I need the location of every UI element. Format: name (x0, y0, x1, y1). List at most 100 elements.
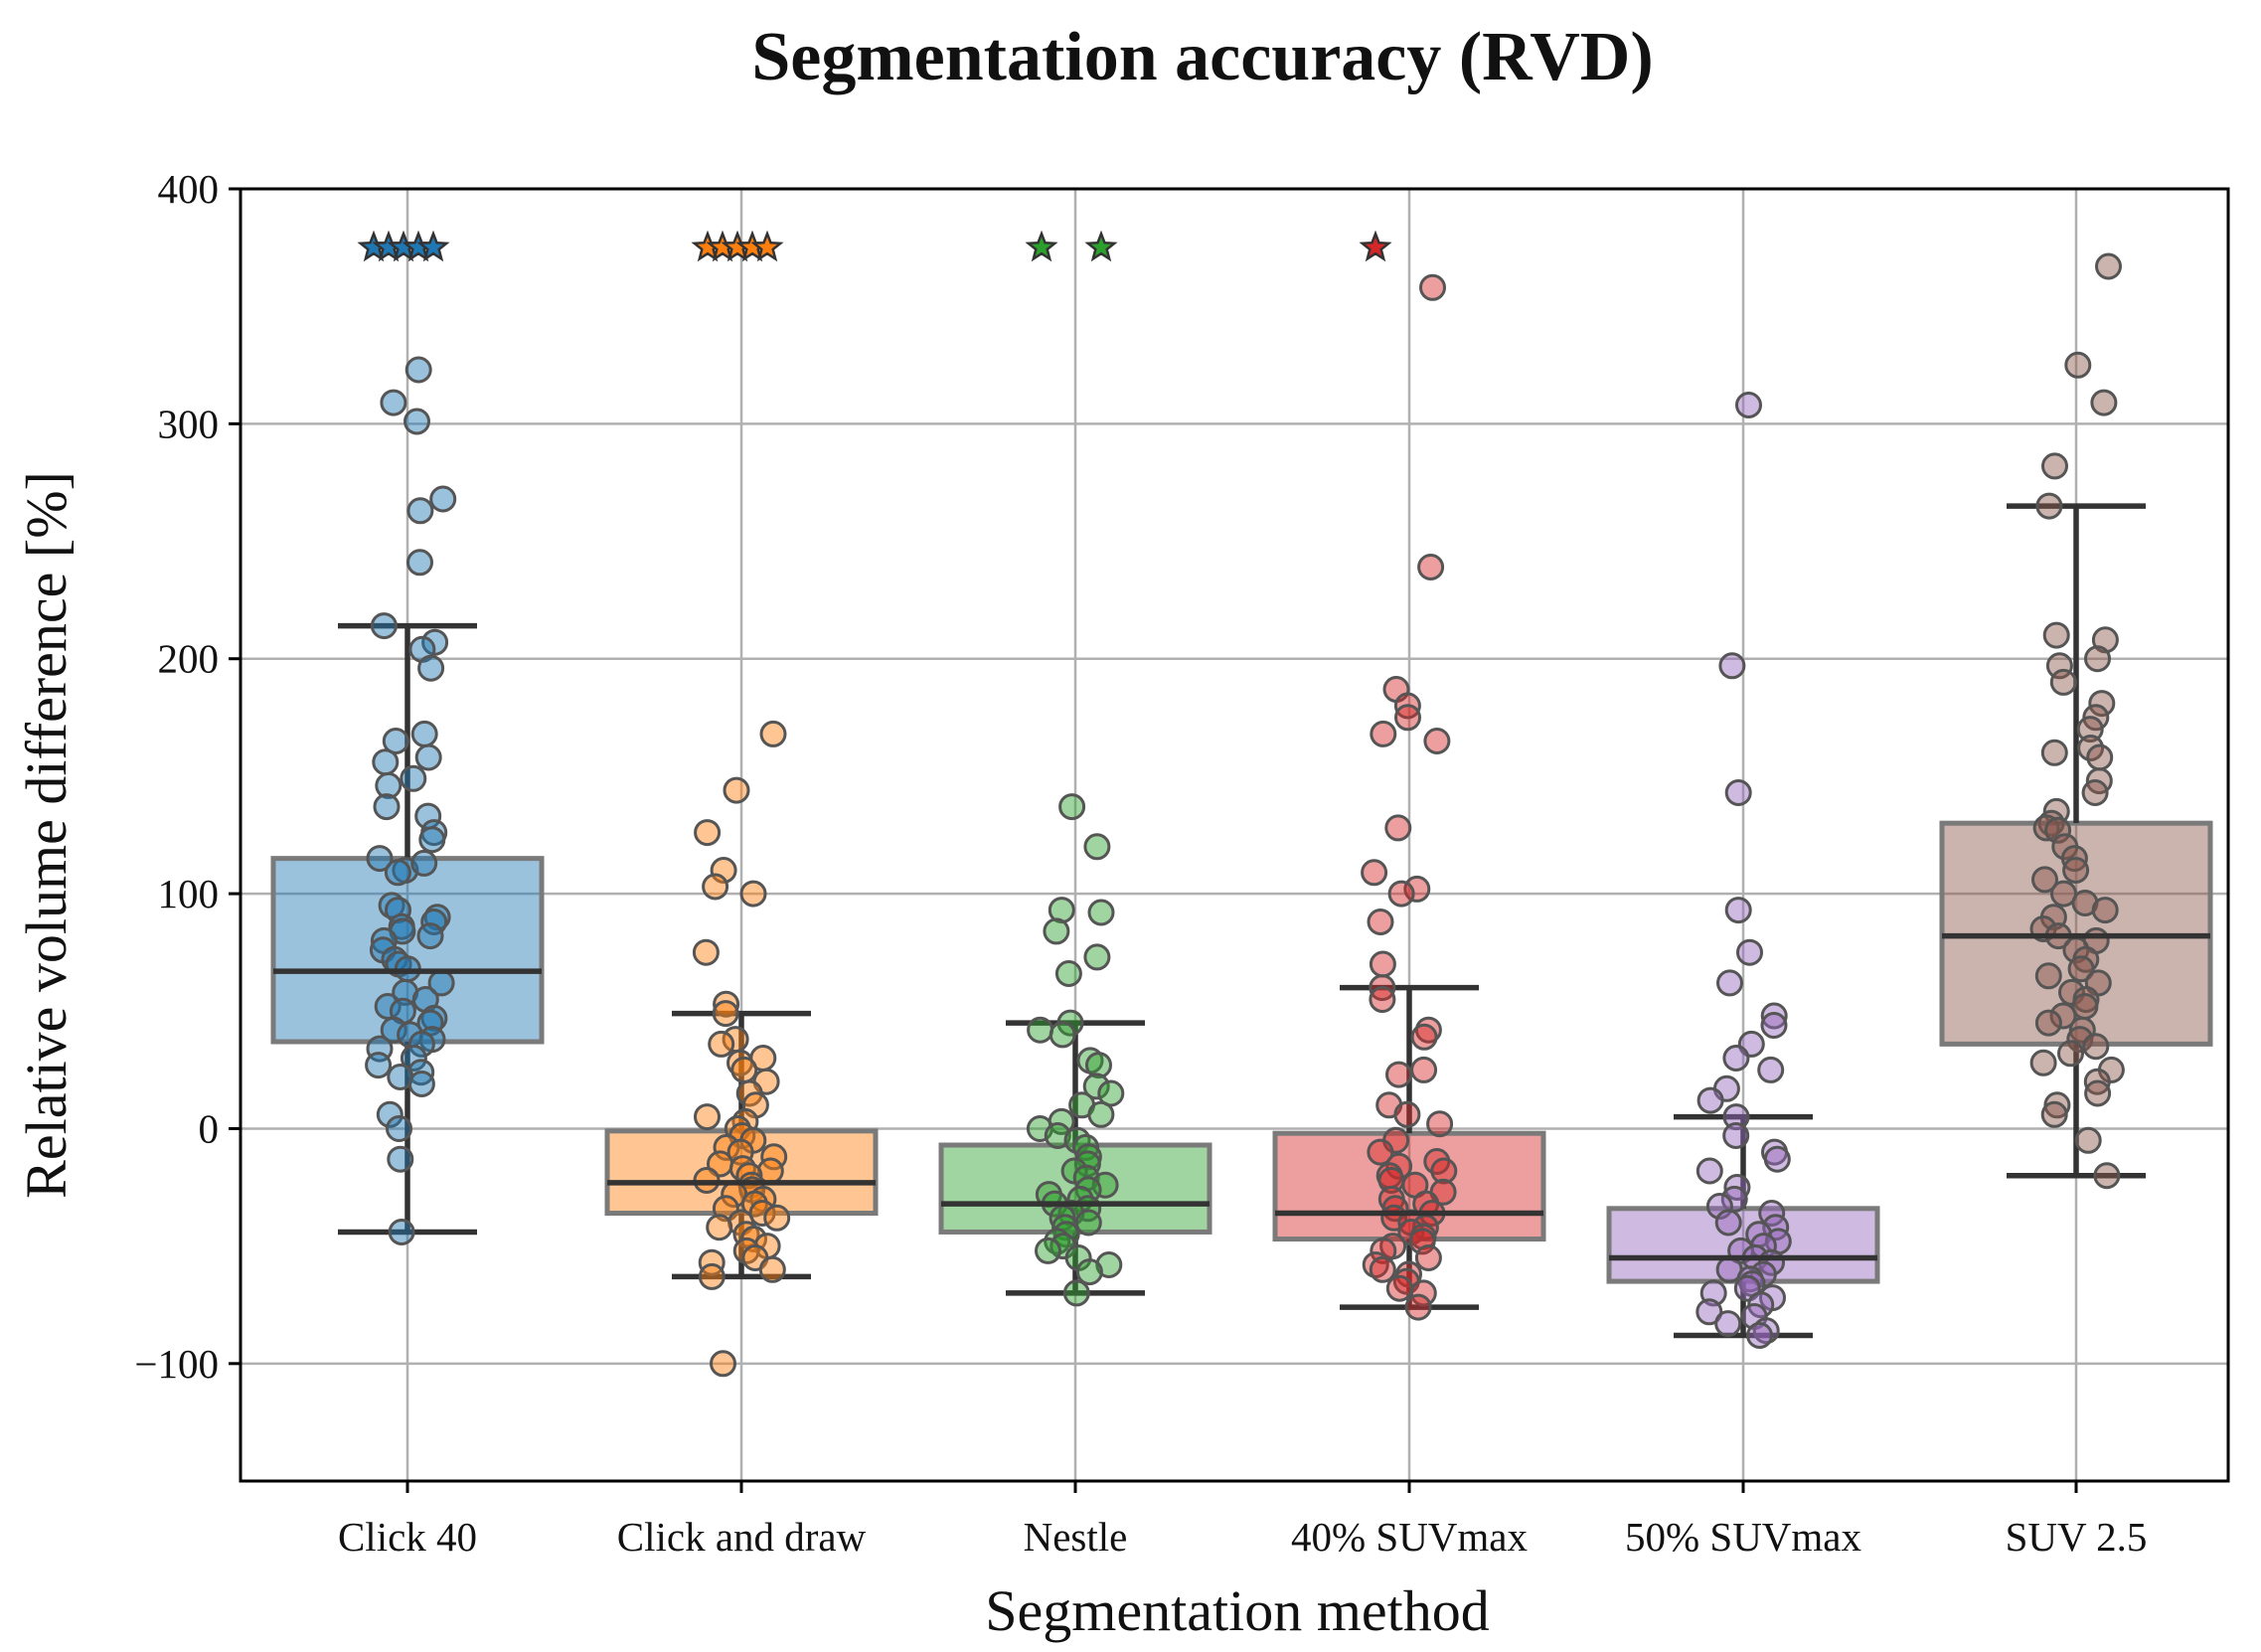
data-point (1696, 1298, 1723, 1326)
data-point (1722, 1122, 1750, 1149)
data-point (1087, 899, 1115, 926)
data-point (1722, 1045, 1750, 1072)
y-tick-label: 300 (158, 401, 220, 446)
data-point (698, 1248, 726, 1276)
series-40-suvmax (1272, 230, 1546, 1321)
data-point (365, 1052, 393, 1079)
data-point (380, 389, 407, 416)
y-tick-label: 0 (199, 1105, 220, 1151)
x-tick-label: 50% SUVmax (1625, 1514, 1861, 1560)
data-point (1760, 1002, 1788, 1030)
data-point (373, 793, 401, 821)
data-point (2040, 1100, 2068, 1128)
data-point (1367, 1138, 1394, 1166)
data-point (406, 497, 434, 525)
data-point (1746, 1322, 1773, 1349)
series-click-and-draw (604, 230, 879, 1378)
series-click-40 (270, 230, 545, 1245)
data-point (1043, 917, 1070, 945)
data-point (2067, 955, 2095, 983)
data-point (414, 743, 442, 771)
data-point (1367, 909, 1394, 935)
data-point (1426, 1110, 1454, 1138)
data-point (2076, 716, 2104, 743)
x-tick-label: Click and draw (617, 1514, 867, 1560)
data-point (382, 728, 409, 754)
data-point (1087, 1100, 1115, 1128)
off-scale-star-marker (750, 230, 784, 262)
y-axis-label: Relative volume difference [%] (14, 471, 79, 1199)
data-point (1387, 880, 1415, 908)
data-point (388, 1219, 415, 1245)
data-point (372, 748, 400, 776)
data-point (1369, 986, 1396, 1013)
data-point (2040, 739, 2068, 766)
data-point (1423, 728, 1451, 754)
data-point (1417, 554, 1445, 580)
data-point (2062, 857, 2090, 884)
data-point (2095, 252, 2122, 280)
data-point (2088, 690, 2116, 718)
data-point (1696, 1157, 1723, 1185)
data-point (2064, 351, 2092, 379)
y-tick-label: 200 (158, 636, 220, 682)
x-tick-label: Nestle (1024, 1514, 1128, 1560)
data-point (406, 549, 433, 577)
data-point (2081, 779, 2109, 806)
data-point (376, 1100, 404, 1128)
box-iqr (604, 1128, 879, 1217)
data-point (417, 654, 445, 682)
y-tick-label: 400 (158, 166, 220, 212)
data-point (429, 485, 457, 513)
data-point (1410, 1056, 1438, 1083)
data-point (2071, 993, 2099, 1020)
box-iqr (270, 856, 545, 1045)
off-scale-star-marker (416, 230, 450, 262)
data-point (418, 826, 446, 854)
data-point (706, 1214, 733, 1241)
data-point (730, 1056, 758, 1083)
data-point (1074, 1209, 1102, 1237)
data-point (2086, 743, 2114, 771)
data-point (2035, 492, 2063, 520)
data-point (2034, 962, 2062, 990)
data-point (366, 845, 394, 873)
data-point (710, 1350, 736, 1378)
data-point (1370, 1237, 1397, 1264)
data-point (410, 849, 438, 877)
data-point (400, 1045, 427, 1072)
data-point (1054, 960, 1082, 987)
data-point (2049, 668, 2077, 696)
data-point (1083, 833, 1111, 861)
data-point (1062, 1279, 1090, 1307)
series-nestle (938, 230, 1212, 1307)
data-point (723, 776, 750, 804)
data-point (1736, 938, 1763, 966)
x-tick-label: Click 40 (338, 1514, 477, 1560)
data-point (1083, 943, 1111, 971)
data-point (2031, 866, 2058, 894)
data-point (1075, 1258, 1103, 1286)
data-point (1714, 1310, 1742, 1338)
data-point (1724, 897, 1752, 924)
data-point (1716, 969, 1743, 997)
data-point (1370, 720, 1397, 747)
data-point (1035, 1237, 1061, 1264)
data-point (1369, 950, 1396, 978)
data-point (1085, 1052, 1112, 1079)
data-point (1361, 859, 1388, 887)
data-point (694, 1103, 721, 1131)
data-point (1393, 1100, 1421, 1128)
data-point (1724, 779, 1752, 806)
x-tick-label: SUV 2.5 (2006, 1514, 2148, 1560)
data-point (421, 628, 449, 656)
data-point (410, 720, 438, 747)
data-point (387, 1145, 414, 1173)
data-point (2041, 452, 2068, 480)
data-point (407, 1071, 435, 1097)
data-point (1027, 1016, 1054, 1044)
data-point (404, 356, 432, 384)
data-point (1044, 1122, 1071, 1149)
y-tick-label: −100 (134, 1341, 219, 1387)
